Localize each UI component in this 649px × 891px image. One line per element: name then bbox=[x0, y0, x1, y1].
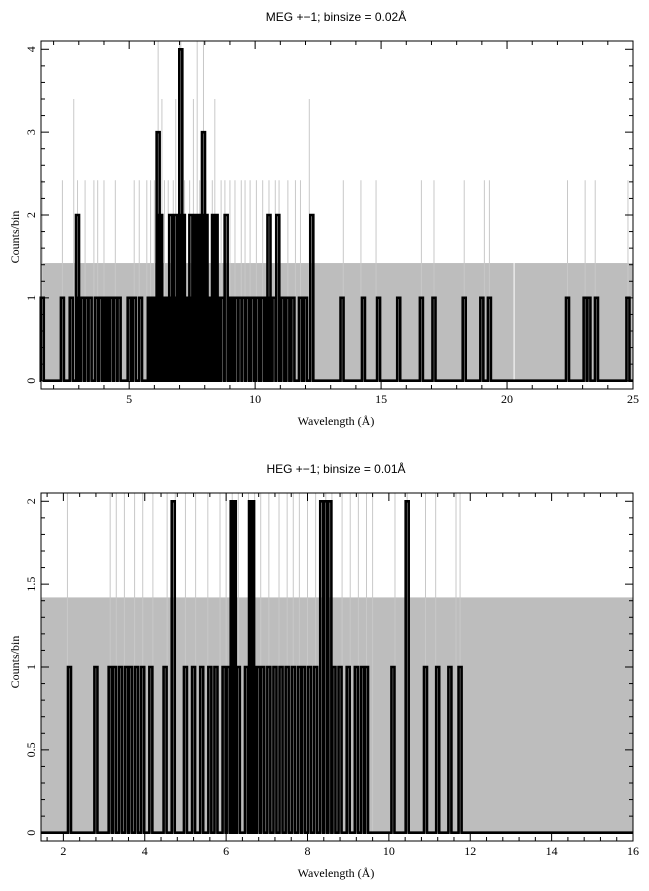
heg-x-tick-label: 4 bbox=[142, 844, 148, 858]
meg-x-tick-label: 5 bbox=[126, 392, 132, 406]
heg-y-tick-label: 0 bbox=[24, 830, 38, 836]
heg-background-model bbox=[41, 597, 633, 833]
heg-y-axis-label: Counts/bin bbox=[8, 636, 22, 689]
heg-y-tick-label: 1 bbox=[24, 664, 38, 670]
heg-x-tick-label: 14 bbox=[546, 844, 558, 858]
heg-x-tick-label: 6 bbox=[223, 844, 229, 858]
meg-chart-title: MEG +−1; binsize = 0.02Å bbox=[266, 9, 406, 24]
meg-x-tick-label: 10 bbox=[249, 392, 261, 406]
heg-x-tick-label: 2 bbox=[60, 844, 66, 858]
meg-plot-area: 5 10 15 20 25 0 1 2 3 4 bbox=[24, 40, 639, 406]
heg-plot-area: 2 4 6 8 10 12 14 16 0 0.5 1 1.5 2 bbox=[24, 492, 639, 858]
meg-y-tick-label: 0 bbox=[24, 378, 38, 384]
meg-y-tick-label: 4 bbox=[24, 46, 38, 52]
heg-y-tick-label: 2 bbox=[24, 498, 38, 504]
heg-x-tick-label: 8 bbox=[305, 844, 311, 858]
meg-y-tick-label: 2 bbox=[24, 212, 38, 218]
heg-chart-title: HEG +−1; binsize = 0.01Å bbox=[266, 461, 405, 476]
heg-counts-histogram bbox=[41, 499, 633, 835]
meg-y-axis-label: Counts/bin bbox=[8, 211, 22, 264]
meg-x-tick-label: 25 bbox=[627, 392, 639, 406]
heg-x-tick-label: 10 bbox=[383, 844, 395, 858]
heg-y-tick-label: 0.5 bbox=[24, 742, 38, 757]
heg-panel: HEG +−1; binsize = 0.01Å 2 4 6 8 10 12 14 1600.… bbox=[8, 461, 639, 880]
meg-x-axis-label: Wavelength (Å) bbox=[298, 414, 375, 428]
meg-background-model bbox=[514, 263, 633, 381]
meg-counts-histogram bbox=[39, 47, 633, 383]
heg-x-tick-label: 16 bbox=[627, 844, 639, 858]
heg-y-tick-label: 1.5 bbox=[24, 577, 38, 592]
heg-x-axis-label: Wavelength (Å) bbox=[298, 866, 375, 880]
meg-y-tick-label: 3 bbox=[24, 129, 38, 135]
meg-y-tick-label: 1 bbox=[24, 295, 38, 301]
meg-panel: MEG +−1; binsize = 0.02Å 5 10 15 20 2501234 … bbox=[8, 9, 639, 428]
heg-x-tick-label: 12 bbox=[464, 844, 476, 858]
meg-x-tick-label: 15 bbox=[375, 392, 387, 406]
meg-x-tick-label: 20 bbox=[501, 392, 513, 406]
